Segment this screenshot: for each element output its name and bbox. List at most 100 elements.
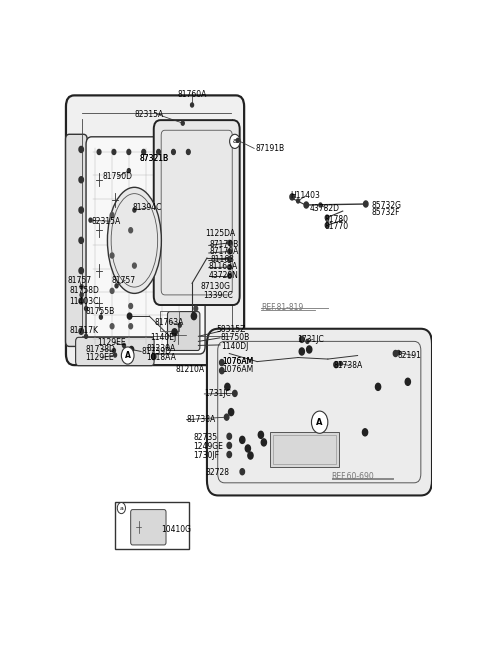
Circle shape [84, 306, 87, 310]
Circle shape [172, 329, 177, 336]
Text: 81738A: 81738A [186, 415, 216, 424]
Bar [273, 436, 336, 464]
Circle shape [334, 361, 338, 367]
Text: 1076AM: 1076AM [222, 357, 253, 366]
Text: 81770: 81770 [324, 222, 348, 231]
Text: a: a [120, 506, 123, 510]
Text: 1731JC: 1731JC [204, 390, 231, 398]
FancyBboxPatch shape [154, 120, 240, 305]
Text: 81750B: 81750B [221, 333, 250, 342]
Circle shape [307, 346, 312, 353]
Circle shape [297, 199, 300, 203]
Circle shape [397, 350, 400, 354]
Text: 1140DJ: 1140DJ [221, 342, 248, 351]
Text: 1249GE: 1249GE [193, 442, 223, 451]
Circle shape [112, 348, 115, 352]
Text: 82191: 82191 [397, 351, 421, 360]
Circle shape [89, 218, 92, 222]
Circle shape [405, 379, 410, 385]
Circle shape [233, 390, 237, 396]
Circle shape [129, 304, 132, 308]
Circle shape [112, 150, 116, 155]
Circle shape [225, 414, 229, 420]
Circle shape [110, 289, 114, 293]
FancyBboxPatch shape [76, 337, 154, 365]
Circle shape [375, 383, 381, 390]
Text: 87170B: 87170B [210, 240, 239, 249]
Circle shape [84, 335, 87, 338]
Circle shape [325, 222, 329, 228]
Text: 81755B: 81755B [85, 306, 115, 316]
Circle shape [240, 436, 245, 443]
Circle shape [156, 150, 160, 155]
Text: 81780: 81780 [324, 215, 348, 224]
FancyBboxPatch shape [66, 134, 87, 346]
Circle shape [127, 313, 132, 319]
Circle shape [99, 315, 102, 319]
Circle shape [121, 347, 134, 364]
Circle shape [261, 439, 266, 446]
Text: 10410G: 10410G [161, 525, 191, 534]
FancyBboxPatch shape [168, 312, 200, 350]
Text: 81763A: 81763A [155, 318, 184, 327]
Circle shape [219, 359, 224, 365]
Text: 81394C: 81394C [132, 203, 162, 212]
Text: 85732G: 85732G [372, 201, 402, 209]
Circle shape [79, 176, 84, 183]
Circle shape [319, 203, 322, 207]
Circle shape [79, 298, 84, 304]
Circle shape [80, 293, 83, 297]
Circle shape [97, 150, 101, 155]
Text: REF.60-690: REF.60-690 [332, 472, 374, 482]
Text: 81163A: 81163A [209, 262, 238, 271]
Circle shape [339, 361, 342, 365]
Circle shape [306, 339, 309, 343]
Circle shape [79, 237, 84, 243]
Circle shape [227, 451, 231, 458]
Circle shape [79, 328, 84, 335]
Circle shape [110, 323, 114, 329]
Text: 87130G: 87130G [201, 282, 230, 291]
Bar [270, 432, 339, 466]
Circle shape [248, 452, 253, 459]
Text: 87170A: 87170A [210, 247, 239, 256]
Text: A: A [316, 418, 323, 426]
Circle shape [181, 121, 184, 125]
Circle shape [122, 343, 125, 348]
Text: 81757: 81757 [67, 276, 92, 285]
Text: 82735: 82735 [193, 433, 217, 442]
Circle shape [79, 146, 84, 152]
Circle shape [290, 194, 294, 200]
Text: 81717K: 81717K [69, 326, 98, 335]
Circle shape [129, 346, 133, 352]
Circle shape [258, 431, 264, 438]
Text: 58315Z: 58315Z [216, 325, 246, 335]
Circle shape [228, 409, 234, 416]
Circle shape [110, 253, 114, 258]
Circle shape [127, 169, 130, 173]
Text: 81750D: 81750D [103, 173, 133, 181]
Circle shape [219, 367, 224, 374]
FancyBboxPatch shape [131, 510, 166, 545]
Circle shape [393, 350, 398, 356]
Text: 81760A: 81760A [178, 91, 207, 99]
Text: 1018AA: 1018AA [146, 352, 176, 361]
Text: 43728N: 43728N [209, 271, 239, 280]
Text: 1076AM: 1076AM [222, 357, 253, 366]
Text: 81738D: 81738D [85, 345, 115, 354]
Text: 1339CC: 1339CC [203, 291, 233, 300]
Text: 87191B: 87191B [255, 144, 285, 153]
Text: 81230A: 81230A [146, 344, 176, 353]
Circle shape [194, 306, 198, 311]
Text: 82315A: 82315A [135, 110, 164, 119]
Circle shape [362, 429, 368, 436]
Circle shape [114, 353, 117, 357]
FancyBboxPatch shape [207, 329, 432, 495]
Text: 1129EE: 1129EE [85, 353, 114, 362]
Circle shape [171, 150, 175, 155]
Circle shape [178, 323, 181, 327]
Text: 81757: 81757 [111, 276, 135, 285]
Circle shape [304, 202, 309, 208]
Text: 81758D: 81758D [69, 287, 99, 295]
Circle shape [127, 150, 131, 155]
